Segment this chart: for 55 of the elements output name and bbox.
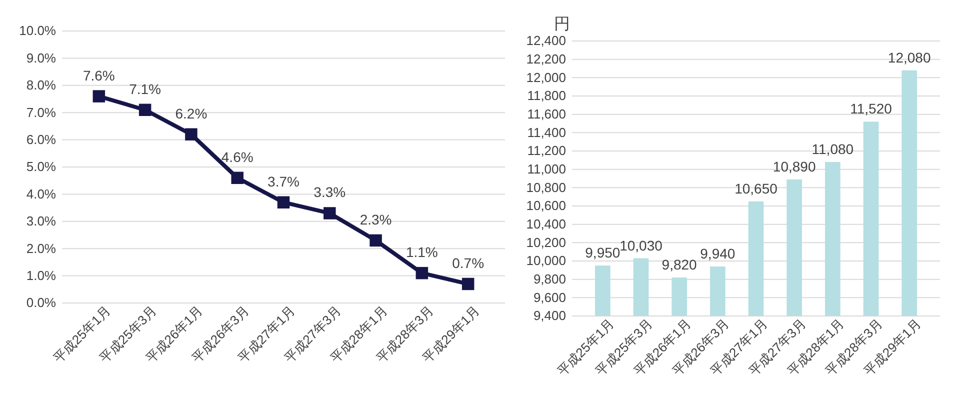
y-tick-label: 11,200 [527,143,566,158]
data-label: 7.1% [129,80,162,97]
y-tick-label: 8.0% [26,78,56,93]
y-tick-label: 11,800 [527,88,566,104]
data-label: 9,940 [700,246,736,262]
y-tick-label: 3.0% [26,214,56,229]
data-label: 10,890 [772,158,816,174]
point [416,266,428,280]
y-tick-label: 10,600 [526,198,566,214]
y-tick-label: 10,800 [526,180,566,195]
y-tick-label: 11,000 [527,161,566,176]
data-label: 6.2% [175,105,208,122]
y-tick-label: 1.0% [26,268,56,283]
data-label: 3.7% [268,173,300,190]
data-label: 4.6% [221,148,254,165]
y-tick-label: 9,600 [533,290,566,305]
y-tick-label: 9,400 [533,308,566,324]
point [324,207,336,220]
data-label: 9,820 [662,256,698,272]
point [231,172,244,184]
data-label: 1.1% [406,244,438,260]
point [138,104,152,116]
y-tick-label: 6.0% [26,132,56,147]
y-tick-label: 12,400 [526,33,566,48]
y-tick-label: 5.0% [26,159,56,174]
y-tick-label: 9,800 [533,271,566,286]
data-label: 11,080 [812,141,854,157]
point [185,128,198,140]
point [277,196,290,208]
y-tick-label: 4.0% [26,186,56,202]
y-tick-label: 10.0% [19,23,56,38]
data-label: 0.7% [452,254,484,271]
y-tick-label: 2.0% [26,240,56,256]
y-tick-label: 9.0% [26,50,56,66]
data-label: 10,650 [734,180,778,196]
data-label: 7.6% [82,67,115,84]
y-tick-label: 10,200 [526,234,566,250]
y-tick-label: 0.0% [26,295,56,310]
y-tick-label: 12,000 [526,70,566,85]
y-tick-label: 11,600 [527,106,566,122]
y-axis-title: 円 [554,16,570,33]
point [370,234,382,247]
data-label: 10,030 [620,237,663,254]
point [462,278,474,290]
y-tick-label: 12,200 [526,51,566,66]
y-tick-label: 11,400 [527,124,566,140]
y-tick-label: 10,400 [526,216,566,232]
y-tick-label: 7.0% [26,104,56,120]
data-label: 3.3% [314,184,346,200]
data-label: 2.3% [360,211,392,228]
y-tick-label: 10,000 [526,253,566,268]
point [92,90,106,102]
data-label: 12,080 [888,49,931,66]
data-label: 11,520 [850,100,892,117]
data-label: 9,950 [585,244,620,261]
